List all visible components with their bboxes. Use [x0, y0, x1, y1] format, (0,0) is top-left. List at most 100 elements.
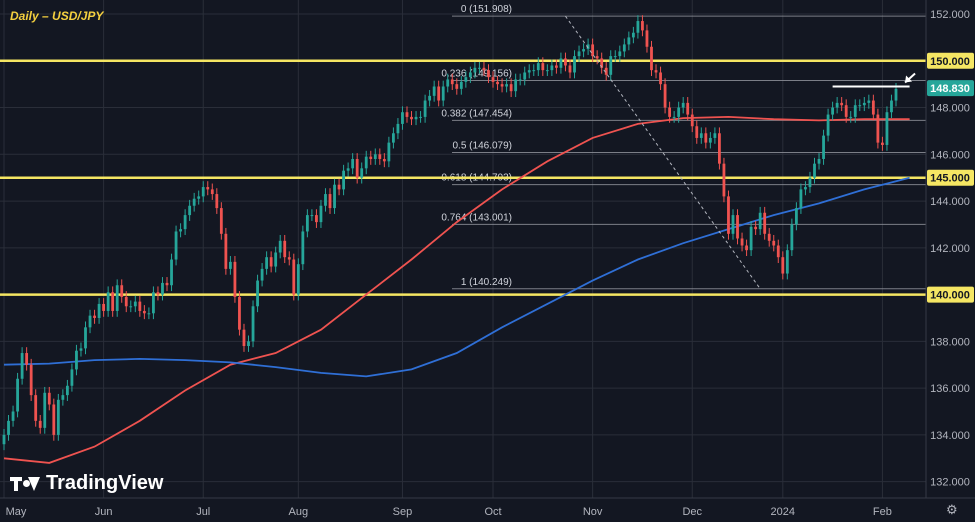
- candle-body: [7, 420, 10, 435]
- candle-body: [672, 116, 676, 118]
- candle-body: [369, 156, 373, 159]
- candle-body: [568, 65, 572, 73]
- price-badge-label: 140.000: [930, 290, 970, 302]
- candle-body: [459, 81, 463, 89]
- candle-body: [853, 105, 857, 117]
- candle-body: [142, 310, 146, 314]
- x-tick-label: May: [6, 506, 27, 518]
- candle-body: [686, 102, 690, 115]
- candle-body: [604, 67, 608, 75]
- candle-body: [129, 306, 133, 308]
- candle-body: [478, 67, 481, 69]
- candle-body: [305, 215, 309, 232]
- price-badge: [927, 52, 974, 69]
- candle-body: [20, 353, 24, 379]
- candle-body: [473, 67, 477, 73]
- candle-body: [659, 72, 662, 85]
- candle-body: [29, 364, 33, 396]
- candles: [2, 15, 898, 451]
- price-badge-label: 150.000: [930, 56, 970, 68]
- candle-body: [555, 65, 558, 68]
- candle-body: [740, 238, 744, 246]
- candle-body: [278, 240, 282, 253]
- candle-body: [532, 70, 536, 72]
- y-tick-label: 148.000: [930, 103, 970, 115]
- tradingview-logo-icon: [10, 475, 40, 493]
- candle-body: [310, 215, 314, 217]
- candle-body: [767, 233, 771, 241]
- x-tick-label: Sep: [393, 506, 413, 518]
- candle-body: [61, 395, 65, 400]
- candle-body: [224, 233, 228, 269]
- candle-body: [84, 327, 87, 349]
- candle-body: [550, 65, 554, 71]
- candle-body: [822, 135, 825, 159]
- candle-body: [645, 30, 649, 47]
- candle-body: [650, 46, 653, 71]
- candle-body: [695, 126, 699, 138]
- brand: TradingView: [10, 472, 163, 495]
- candle-body: [559, 58, 563, 68]
- y-tick-label: 146.000: [930, 149, 970, 161]
- candle-body: [573, 56, 576, 73]
- candle-body: [156, 292, 160, 295]
- candle-body: [115, 285, 119, 311]
- candle-body: [482, 67, 486, 71]
- candle-body: [228, 261, 232, 269]
- candle-body: [881, 142, 884, 145]
- x-tick-label: Nov: [583, 506, 603, 518]
- candle-body: [16, 378, 19, 412]
- y-tick-label: 136.000: [930, 383, 970, 395]
- brand-name: TradingView: [46, 472, 164, 494]
- candle-body: [505, 84, 509, 87]
- candle-body: [509, 84, 513, 92]
- fib-level-label: 0.236 (149.156): [441, 69, 512, 80]
- candle-body: [410, 116, 413, 120]
- fib-level-label: 0 (151.908): [461, 4, 512, 15]
- candle-body: [210, 189, 214, 195]
- candle-body: [704, 133, 708, 143]
- candle-body: [636, 21, 640, 33]
- candle-body: [754, 226, 758, 230]
- candle-body: [65, 385, 69, 396]
- candle-body: [808, 177, 812, 188]
- candle-body: [174, 231, 178, 260]
- candle-body: [11, 411, 15, 421]
- candle-body: [201, 187, 205, 197]
- gear-icon[interactable]: ⚙: [946, 502, 958, 517]
- candle-body: [813, 163, 816, 178]
- x-tick-label: Jul: [196, 506, 210, 518]
- candle-body: [663, 84, 667, 108]
- candle-body: [858, 105, 862, 107]
- candle-body: [287, 257, 291, 260]
- candle-body: [772, 240, 776, 246]
- candle-body: [179, 229, 182, 232]
- x-tick-label: 2024: [771, 506, 795, 518]
- candle-body: [319, 205, 323, 223]
- candle-body: [690, 114, 694, 127]
- candle-body: [183, 215, 187, 230]
- candle-body: [97, 303, 101, 318]
- candle-body: [867, 100, 871, 103]
- candle-body: [188, 205, 192, 216]
- candle-body: [351, 158, 355, 169]
- candle-body: [251, 306, 255, 342]
- candle-body: [885, 112, 889, 145]
- candle-body: [423, 100, 427, 117]
- candle-body: [52, 404, 56, 435]
- chart-title: Daily – USD/JPY: [10, 9, 104, 23]
- candle-body: [301, 231, 305, 265]
- candle-body: [152, 292, 155, 314]
- candle-body: [233, 261, 237, 297]
- candle-body: [265, 257, 269, 269]
- candle-body: [804, 187, 807, 190]
- y-tick-label: 152.000: [930, 9, 970, 21]
- candle-body: [170, 259, 173, 286]
- y-tick-label: 142.000: [930, 243, 970, 255]
- candle-body: [514, 79, 518, 92]
- candle-body: [487, 70, 490, 78]
- price-badge: [927, 80, 974, 97]
- candle-body: [871, 100, 875, 115]
- candle-body: [518, 79, 522, 81]
